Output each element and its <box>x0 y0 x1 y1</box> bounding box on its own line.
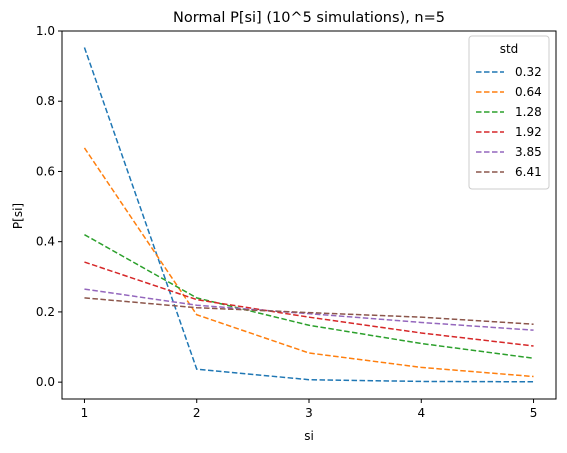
x-tick-label: 5 <box>530 406 538 420</box>
legend-box <box>468 35 550 190</box>
legend-label: 6.41 <box>515 165 542 179</box>
y-axis: 0.0 0.2 0.4 0.6 0.8 1.0 <box>36 24 62 389</box>
legend: std 0.32 0.64 1.28 1.92 3.85 6.41 <box>468 35 550 190</box>
legend-label: 1.92 <box>515 125 542 139</box>
y-axis-label: P[si] <box>11 203 25 229</box>
legend-label: 3.85 <box>515 145 542 159</box>
legend-items: 0.32 0.64 1.28 1.92 3.85 6.41 <box>476 65 542 179</box>
x-tick-label: 3 <box>305 406 313 420</box>
series-line-1 <box>83 47 534 383</box>
legend-label: 0.32 <box>515 65 542 79</box>
series-layer <box>83 47 534 383</box>
chart-title: Normal P[si] (10^5 simulations), n=5 <box>173 10 445 26</box>
x-tick-label: 2 <box>193 406 201 420</box>
y-tick-label: 1.0 <box>36 24 55 38</box>
x-tick-label: 4 <box>417 406 425 420</box>
series-line-4 <box>84 261 534 347</box>
series-line-3 <box>84 234 534 360</box>
y-tick-label: 0.8 <box>36 94 55 108</box>
y-tick-label: 0.6 <box>36 164 55 178</box>
x-tick-label: 1 <box>81 406 89 420</box>
legend-label: 0.64 <box>515 85 542 99</box>
y-tick-label: 0.4 <box>36 235 55 249</box>
y-tick-label: 0.2 <box>36 305 55 319</box>
x-axis: 1 2 3 4 5 <box>81 399 538 420</box>
legend-title: std <box>500 42 519 56</box>
legend-label: 1.28 <box>515 105 542 119</box>
x-axis-label: si <box>304 429 314 443</box>
y-tick-label: 0.0 <box>36 375 55 389</box>
series-line-5 <box>84 288 534 331</box>
series-line-6 <box>84 297 534 325</box>
